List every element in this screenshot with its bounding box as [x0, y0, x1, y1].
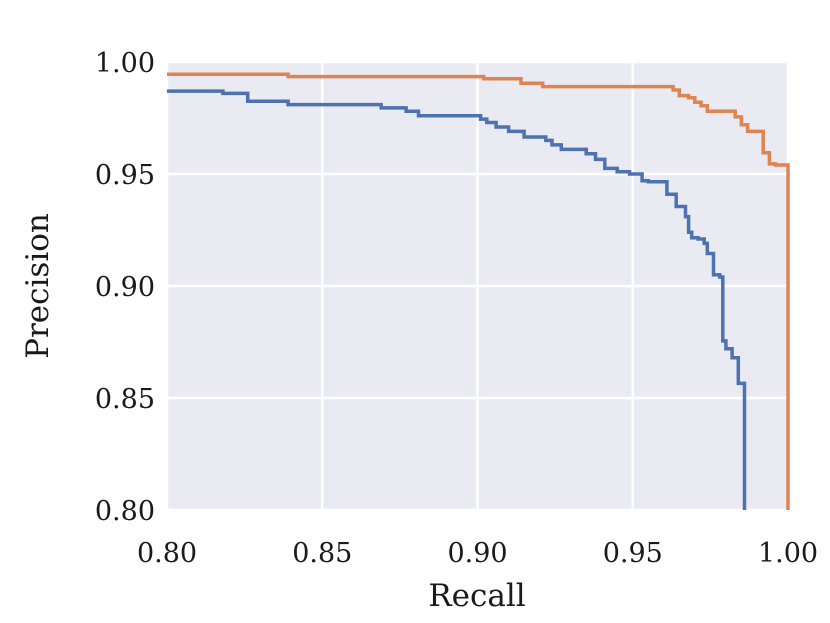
y-tick-label: 1.00 [95, 48, 155, 79]
y-tick-label: 0.85 [95, 384, 155, 415]
y-tick-label: 0.95 [95, 160, 155, 191]
series-line-1 [167, 89, 747, 510]
x-tick-label: 0.90 [447, 538, 507, 569]
x-tick-label: 0.95 [603, 538, 663, 569]
y-tick-label: 0.80 [95, 496, 155, 527]
y-tick-labels: 0.80 0.85 0.90 0.95 1.00 [95, 48, 155, 527]
x-tick-label: 1.00 [758, 538, 818, 569]
y-tick-label: 0.90 [95, 272, 155, 303]
x-tick-label: 0.80 [137, 538, 197, 569]
series-lines [167, 72, 790, 510]
series-line-2 [167, 72, 790, 510]
x-axis-label: Recall [428, 578, 525, 614]
x-tick-labels: 0.80 0.85 0.90 0.95 1.00 [137, 538, 818, 569]
y-axis-label: Precision [20, 213, 56, 359]
grid-lines [165, 60, 790, 512]
x-tick-label: 0.85 [292, 538, 352, 569]
